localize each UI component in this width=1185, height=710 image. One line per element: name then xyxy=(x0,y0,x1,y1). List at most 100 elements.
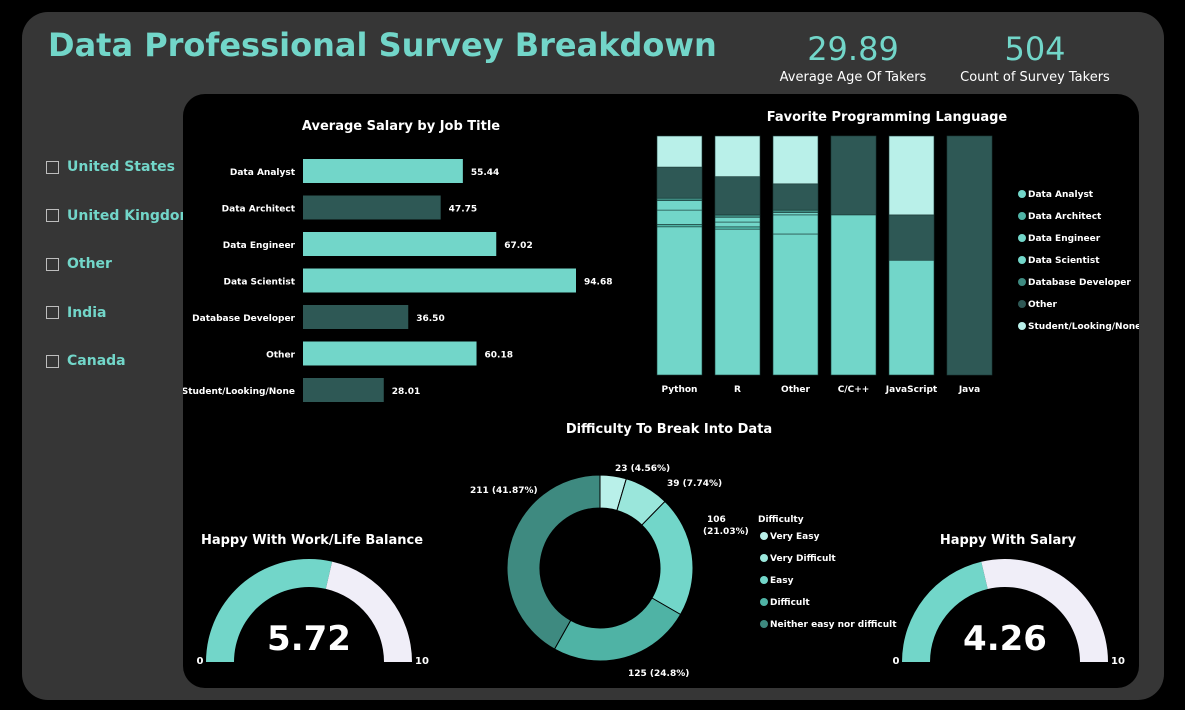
salary-category-label: Data Engineer xyxy=(223,241,296,251)
legend-marker xyxy=(1018,234,1026,242)
salary-bar-other[interactable] xyxy=(303,341,477,366)
language-segment-python-other[interactable] xyxy=(656,166,703,199)
salary-value-label: 28.01 xyxy=(392,387,420,397)
legend-item-data-analyst: Data Analyst xyxy=(1028,190,1094,200)
language-segment-r-other[interactable] xyxy=(714,176,761,216)
language-segment-other-data-engineer[interactable] xyxy=(772,214,819,235)
salary-bar-student-looking-none[interactable] xyxy=(303,378,384,402)
salary-bar-data-analyst[interactable] xyxy=(303,159,463,183)
worklife-gauge-min: 0 xyxy=(197,656,204,667)
legend-item-data-engineer: Data Engineer xyxy=(1028,234,1101,244)
donut-legend-title: Difficulty xyxy=(758,515,804,525)
salary-gauge-value: 4.26 xyxy=(963,619,1047,659)
salary-value-label: 47.75 xyxy=(449,205,477,215)
legend-marker xyxy=(1018,212,1026,220)
language-segment-python-database-developer[interactable] xyxy=(656,197,703,201)
legend-marker xyxy=(1018,300,1026,308)
donut-slice-difficult[interactable] xyxy=(553,597,682,662)
legend-item-data-architect: Data Architect xyxy=(1028,212,1102,222)
worklife-gauge-title: Happy With Work/Life Balance xyxy=(201,533,423,548)
donut-slice-easy[interactable] xyxy=(641,500,694,616)
checkbox[interactable] xyxy=(46,354,59,368)
language-segment-r-student-looking-none[interactable] xyxy=(714,135,761,177)
salary-bar-data-scientist[interactable] xyxy=(303,268,576,293)
legend-marker xyxy=(760,576,768,584)
language-segment-python-data-scientist[interactable] xyxy=(656,200,703,211)
language-segment-other-database-developer[interactable] xyxy=(772,209,819,213)
salary-value-label: 60.18 xyxy=(485,351,513,361)
salary-value-label: 36.50 xyxy=(416,314,444,324)
language-segment-r-database-developer[interactable] xyxy=(714,214,761,218)
donut-data-label: (21.03%) xyxy=(703,527,749,537)
language-category-label: Java xyxy=(958,385,980,395)
worklife-gauge-value: 5.72 xyxy=(267,619,351,659)
donut-slice-neither-easy-nor-difficult[interactable] xyxy=(506,474,601,650)
language-segment-python-data-architect[interactable] xyxy=(656,224,703,228)
salary-category-label: Database Developer xyxy=(192,314,295,324)
legend-marker xyxy=(1018,322,1026,330)
slicer-item-canada[interactable]: Canada xyxy=(46,352,194,370)
slicer-item-label: United States xyxy=(67,159,175,175)
language-category-label: Other xyxy=(781,385,810,395)
language-segment-r-data-architect[interactable] xyxy=(714,226,761,230)
donut-legend-item-neither-easy-nor-difficult: Neither easy nor difficult xyxy=(770,620,897,630)
worklife-gauge-track xyxy=(325,561,412,662)
worklife-gauge-fill xyxy=(206,559,333,662)
slicer-item-united-states[interactable]: United States xyxy=(46,158,194,176)
donut-data-label: 106 xyxy=(707,515,726,525)
salary-category-label: Data Analyst xyxy=(230,168,296,178)
salary-gauge-max: 10 xyxy=(1111,656,1125,667)
charts-panel: Average Salary by Job Title Data Analyst 5… xyxy=(183,94,1139,688)
salary-bar-data-architect[interactable] xyxy=(303,195,441,220)
language-segment-other-data-scientist[interactable] xyxy=(772,212,819,216)
legend-marker xyxy=(1018,190,1026,198)
language-segment-other-data-analyst[interactable] xyxy=(772,233,819,376)
legend-marker xyxy=(1018,278,1026,286)
slicer-item-label: United Kingdom xyxy=(67,207,195,224)
donut-data-label: 39 (7.74%) xyxy=(667,479,722,489)
language-segment-c-c-data-engineer[interactable] xyxy=(830,214,877,376)
salary-gauge-title: Happy With Salary xyxy=(940,533,1077,548)
slicer-item-india[interactable]: India xyxy=(46,304,194,322)
charts-canvas: Average Salary by Job Title Data Analyst 5… xyxy=(183,110,1139,679)
kpi-average-age-label: Average Age Of Takers xyxy=(779,70,927,85)
language-segment-python-student-looking-none[interactable] xyxy=(656,135,703,168)
language-segment-r-data-analyst[interactable] xyxy=(714,228,761,376)
donut-data-label: 23 (4.56%) xyxy=(615,464,670,474)
checkbox[interactable] xyxy=(46,160,59,174)
language-category-label: JavaScript xyxy=(885,385,938,395)
donut-legend-item-difficult: Difficult xyxy=(770,598,810,608)
donut-data-label: 125 (24.8%) xyxy=(628,669,689,679)
language-segment-java-other[interactable] xyxy=(946,135,993,376)
salary-gauge-fill xyxy=(902,561,988,662)
language-segment-javascript-student-looking-none[interactable] xyxy=(888,135,935,216)
salary-gauge-track xyxy=(981,559,1108,662)
language-segment-javascript-data-engineer[interactable] xyxy=(888,259,935,376)
language-segment-javascript-other[interactable] xyxy=(888,214,935,261)
checkbox[interactable] xyxy=(46,306,59,319)
language-segment-other-student-looking-none[interactable] xyxy=(772,135,819,185)
country-slicer: United States United Kingdom Other India… xyxy=(46,158,194,401)
language-category-label: R xyxy=(734,385,741,395)
salary-category-label: Student/Looking/None xyxy=(183,387,295,397)
salary-gauge-min: 0 xyxy=(893,656,900,667)
language-segment-r-data-scientist[interactable] xyxy=(714,216,761,223)
checkbox[interactable] xyxy=(46,209,59,222)
salary-bar-database-developer[interactable] xyxy=(303,305,409,329)
salary-bar-data-engineer[interactable] xyxy=(303,232,497,256)
language-segment-other-other[interactable] xyxy=(772,183,819,211)
donut-legend-item-very-easy: Very Easy xyxy=(770,532,820,542)
legend-item-other: Other xyxy=(1028,300,1057,310)
legend-item-data-scientist: Data Scientist xyxy=(1028,256,1100,266)
checkbox[interactable] xyxy=(46,257,59,271)
slicer-item-united-kingdom[interactable]: United Kingdom xyxy=(46,207,194,225)
salary-category-label: Data Architect xyxy=(222,205,296,215)
slicer-item-other[interactable]: Other xyxy=(46,255,194,273)
kpi-count-label: Count of Survey Takers xyxy=(960,70,1110,85)
language-segment-python-data-engineer[interactable] xyxy=(656,209,703,225)
kpi-count: 504 Count of Survey Takers xyxy=(950,30,1120,85)
language-segment-r-data-engineer[interactable] xyxy=(714,221,761,228)
language-segment-python-data-analyst[interactable] xyxy=(656,226,703,376)
legend-marker xyxy=(760,620,768,628)
language-segment-c-c-other[interactable] xyxy=(830,135,877,216)
